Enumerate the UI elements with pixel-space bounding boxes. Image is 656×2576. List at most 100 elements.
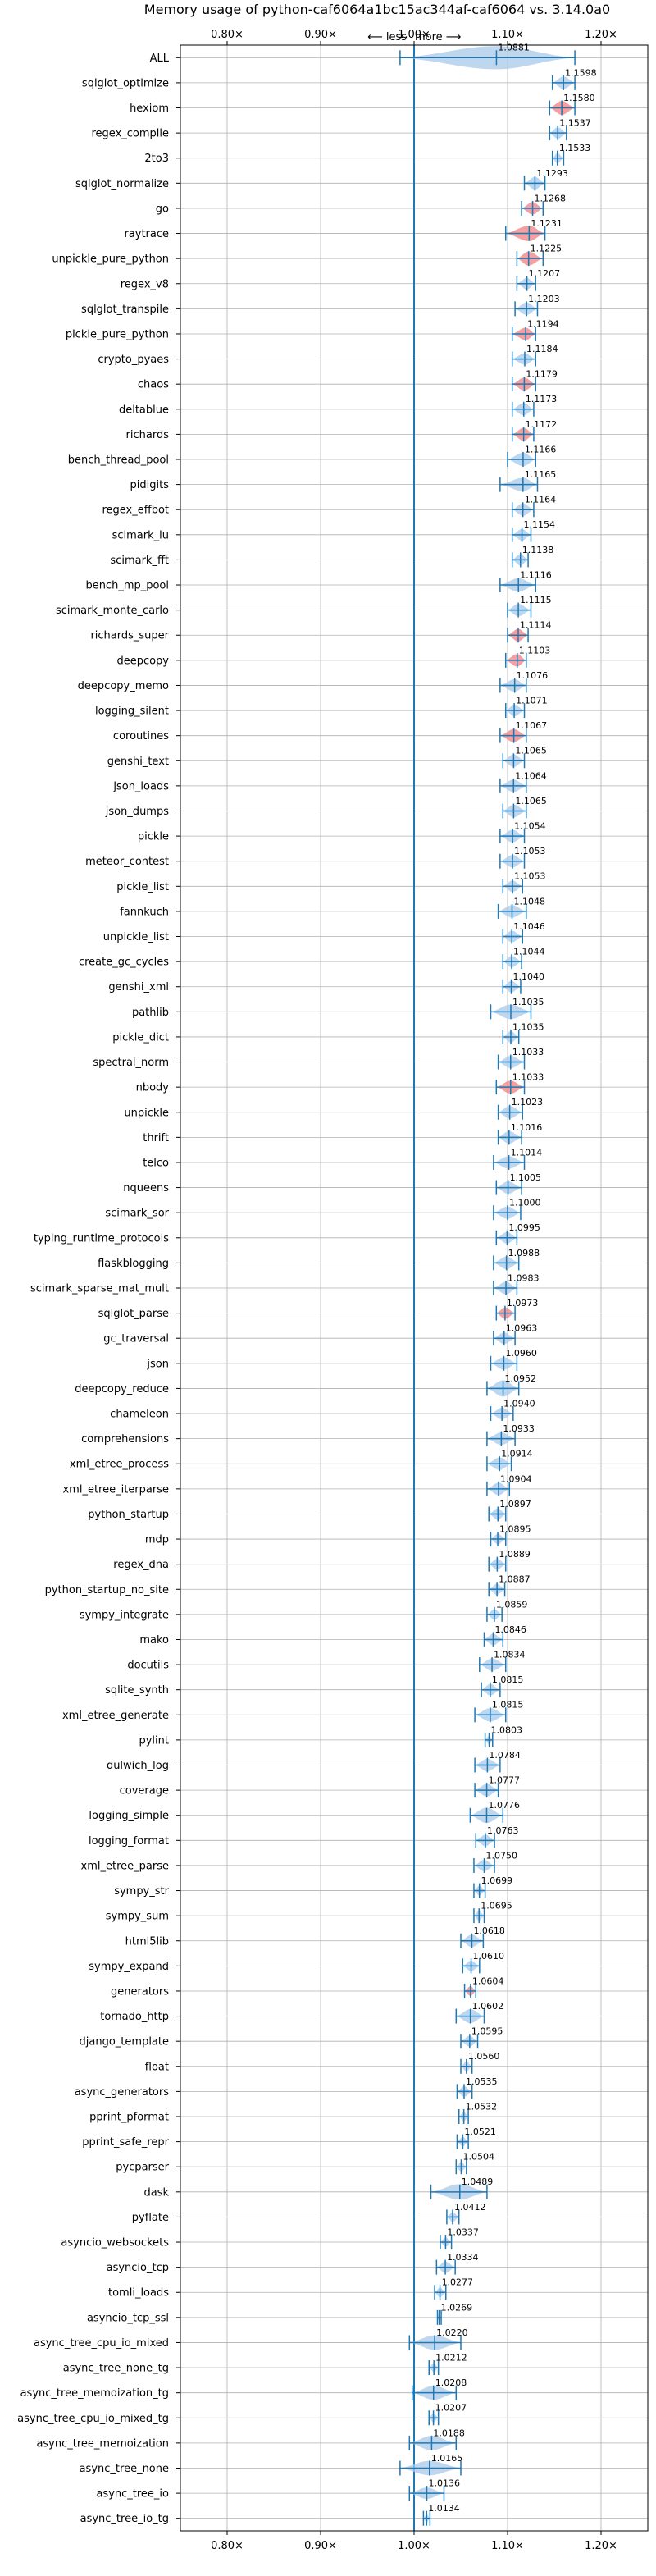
category-label: mdp [145, 1534, 169, 1546]
data-value-label: 1.0763 [487, 1825, 519, 1836]
data-value-label: 1.0776 [488, 1800, 520, 1811]
x-tick-label-bottom: 1.10× [491, 2540, 524, 2552]
data-value-label: 1.0815 [492, 1700, 524, 1710]
category-label: pprint_pformat [89, 2112, 169, 2124]
data-value-label: 1.0604 [472, 1975, 504, 1986]
category-label: genshi_text [107, 756, 169, 768]
category-label: nbody [136, 1082, 170, 1094]
data-value-label: 1.0834 [494, 1650, 526, 1660]
marks-layer [399, 46, 576, 2526]
category-label: meteor_contest [85, 856, 169, 868]
data-value-label: 1.1023 [512, 1097, 544, 1108]
category-label: async_tree_none [80, 2463, 169, 2475]
data-value-label: 1.1598 [565, 67, 597, 78]
data-value-label: 1.0784 [489, 1750, 521, 1761]
data-value-label: 1.1179 [526, 369, 558, 380]
data-value-label: 1.0815 [492, 1674, 524, 1685]
data-value-label: 1.1048 [513, 896, 545, 907]
x-tick-label-bottom: 1.20× [585, 2540, 617, 2552]
data-value-label: 1.1537 [559, 118, 591, 129]
data-value-label: 1.0337 [447, 2227, 479, 2237]
category-label: python_startup [88, 1509, 169, 1521]
category-label: json [146, 1358, 169, 1370]
data-value-label: 1.1033 [512, 1047, 544, 1057]
data-value-label: 1.1065 [515, 746, 547, 756]
category-label: logging_simple [89, 1810, 169, 1822]
category-label: chaos [138, 379, 169, 391]
category-label: create_gc_cycles [79, 957, 169, 969]
data-value-label: 1.0165 [431, 2453, 463, 2464]
data-value-label: 1.0973 [507, 1298, 539, 1309]
category-label: gc_traversal [103, 1333, 169, 1345]
category-label: richards [126, 429, 170, 441]
data-value-label: 1.1203 [528, 294, 560, 304]
category-label: mako [139, 1634, 169, 1647]
category-label: tomli_loads [108, 2287, 169, 2300]
category-label: scimark_sor [105, 1208, 169, 1220]
category-label: raytrace [124, 228, 169, 240]
category-label: generators [111, 1985, 169, 1998]
x-tick-label-top: 1.10× [491, 29, 524, 41]
data-value-label: 1.1207 [529, 268, 561, 279]
data-value-label: 1.1173 [526, 394, 558, 404]
data-value-label: 1.0960 [505, 1348, 537, 1359]
x-tick-label-bottom: 1.00× [398, 2540, 430, 2552]
category-label: thrift [143, 1132, 169, 1144]
data-value-label: 1.0134 [428, 2503, 460, 2514]
category-label: async_tree_memoization [36, 2437, 169, 2450]
category-label: xml_etree_iterparse [62, 1483, 169, 1496]
category-label: sqlglot_parse [98, 1308, 169, 1320]
x-tick-label-bottom: 0.90× [304, 2540, 337, 2552]
category-label: async_tree_cpu_io_mixed [34, 2337, 169, 2350]
data-value-label: 1.1231 [531, 218, 563, 229]
chart-title: Memory usage of python-caf6064a1bc15ac34… [144, 2, 610, 17]
labels-layer: 1.0881 ALL 1.1598 sqlglot_optimize 1.1580 hex… [17, 43, 597, 2525]
category-label: coverage [120, 1785, 169, 1797]
category-label: sympy_expand [89, 1961, 169, 1973]
x-tick-label-bottom: 0.80× [211, 2540, 244, 2552]
data-value-label: 1.0136 [429, 2478, 461, 2489]
data-value-label: 1.0212 [435, 2352, 467, 2363]
category-label: logging_silent [95, 706, 169, 718]
data-value-label: 1.0602 [472, 2001, 504, 2012]
category-label: asyncio_tcp [107, 2262, 169, 2274]
data-value-label: 1.1115 [520, 595, 552, 605]
category-label: scimark_monte_carlo [56, 605, 169, 617]
data-value-label: 1.0940 [503, 1398, 535, 1409]
data-value-label: 1.1114 [520, 620, 552, 631]
category-label: async_tree_memoization_tg [20, 2387, 169, 2400]
category-label: flaskblogging [98, 1258, 169, 1270]
data-value-label: 1.0699 [481, 1875, 513, 1886]
data-value-label: 1.1580 [563, 93, 595, 103]
category-label: django_template [80, 2036, 169, 2048]
category-label: sympy_integrate [80, 1609, 169, 1621]
data-value-label: 1.1164 [525, 495, 557, 505]
data-value-label: 1.0412 [454, 2202, 486, 2213]
data-value-label: 1.1064 [515, 770, 547, 781]
category-label: pidigits [130, 479, 170, 491]
category-label: deltablue [119, 404, 169, 416]
category-label: dask [144, 2186, 169, 2199]
data-value-label: 1.0532 [466, 2101, 498, 2112]
category-label: go [156, 203, 169, 215]
data-value-label: 1.0889 [499, 1549, 531, 1560]
data-value-label: 1.1054 [514, 821, 546, 832]
category-label: dulwich_log [107, 1760, 169, 1772]
category-label: ALL [150, 53, 170, 65]
category-label: chameleon [110, 1409, 169, 1421]
data-value-label: 1.0504 [462, 2152, 494, 2163]
data-value-label: 1.1293 [536, 168, 568, 179]
category-label: scimark_fft [110, 555, 169, 567]
data-value-label: 1.0904 [500, 1473, 532, 1484]
category-label: sympy_sum [106, 1911, 169, 1923]
category-label: pickle_dict [112, 1031, 169, 1044]
data-value-label: 1.0995 [508, 1222, 540, 1233]
category-label: typing_runtime_protocols [34, 1232, 169, 1245]
x-tick-label-top: 0.90× [304, 29, 337, 41]
data-value-label: 1.1053 [514, 846, 546, 856]
category-label: genshi_xml [108, 981, 169, 993]
category-label: bench_mp_pool [85, 580, 169, 592]
category-label: pickle [138, 831, 169, 843]
category-label: xml_etree_generate [62, 1710, 169, 1722]
category-label: python_startup_no_site [45, 1584, 169, 1596]
